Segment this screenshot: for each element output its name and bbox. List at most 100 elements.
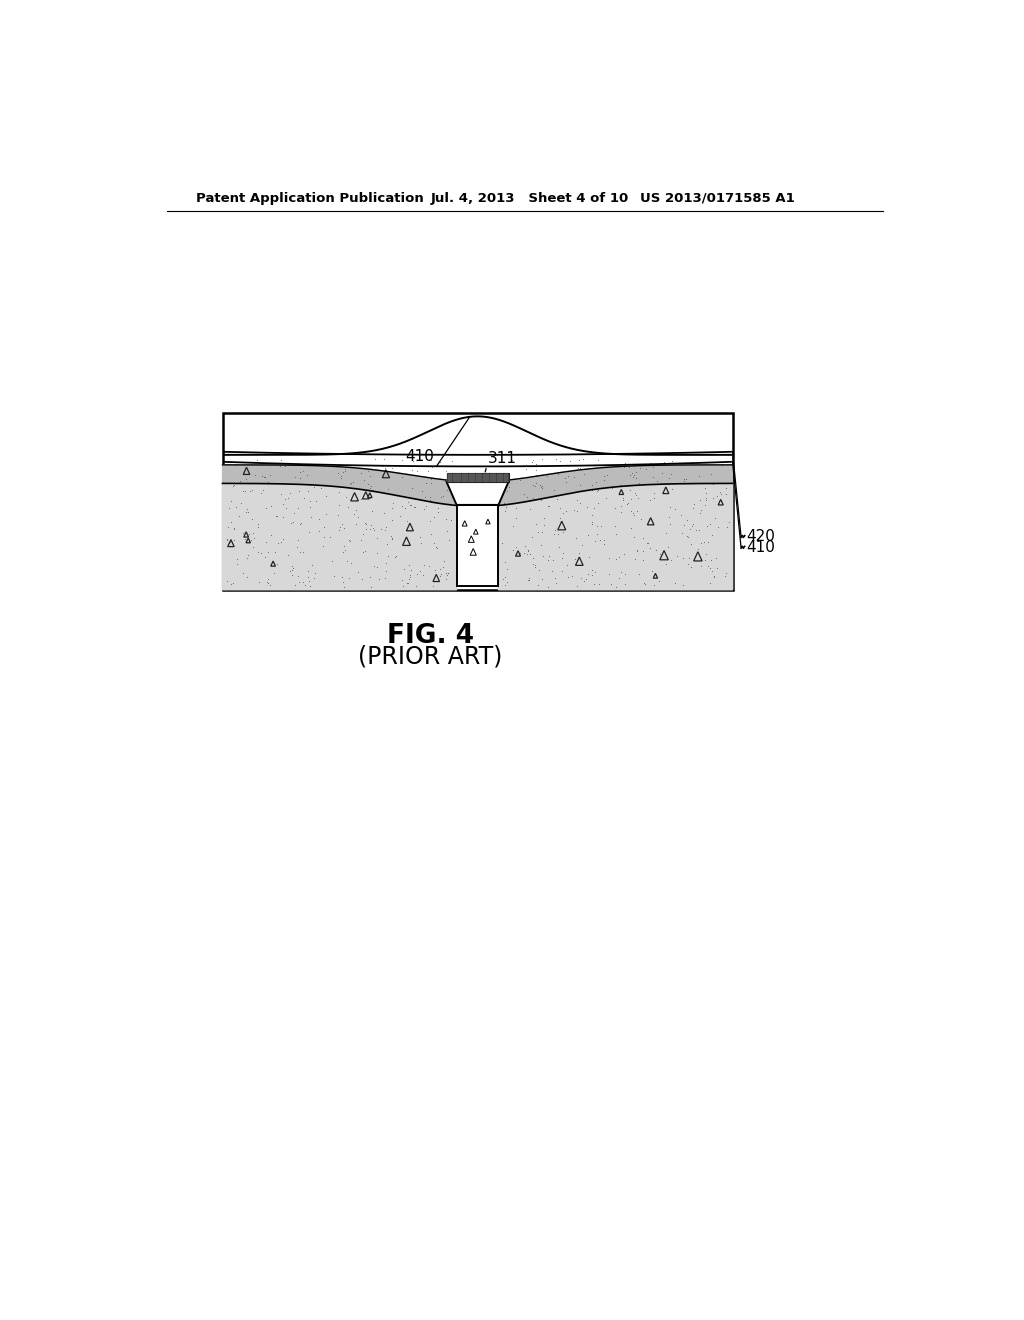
Point (703, 549, 720, 570)
Point (587, 531, 603, 552)
Point (663, 549, 679, 570)
Point (341, 568, 357, 589)
Point (244, 508, 260, 529)
Point (585, 564, 601, 585)
Text: 410: 410 (406, 449, 434, 465)
Point (572, 568, 589, 589)
Point (438, 461, 455, 482)
Point (612, 502, 629, 523)
Text: 311: 311 (487, 451, 516, 466)
Point (272, 483, 289, 504)
Point (357, 513, 374, 535)
Point (402, 560, 419, 581)
Point (547, 520, 563, 541)
Point (516, 483, 532, 504)
Point (422, 486, 438, 507)
Point (292, 513, 308, 535)
Point (400, 491, 417, 512)
Point (391, 454, 408, 475)
Point (409, 461, 425, 482)
Point (508, 507, 524, 528)
Point (399, 511, 416, 532)
Point (349, 562, 366, 583)
Point (301, 496, 317, 517)
Point (269, 473, 286, 494)
Point (239, 498, 255, 519)
Point (646, 574, 663, 595)
Point (524, 553, 541, 574)
Point (349, 506, 366, 527)
Point (402, 495, 419, 516)
Point (334, 513, 350, 535)
Point (293, 512, 309, 533)
Point (569, 576, 586, 597)
Point (596, 529, 612, 550)
Point (528, 459, 545, 480)
Polygon shape (499, 483, 732, 590)
Point (662, 513, 678, 535)
Point (303, 554, 319, 576)
Point (245, 523, 261, 544)
Point (373, 519, 389, 540)
Point (682, 556, 698, 577)
Point (679, 525, 695, 546)
Point (648, 470, 665, 491)
Point (221, 498, 238, 519)
Point (498, 566, 514, 587)
Point (701, 573, 718, 594)
Point (616, 453, 633, 474)
Point (417, 487, 433, 508)
Point (641, 537, 657, 558)
Point (412, 527, 428, 548)
Point (258, 498, 274, 519)
Point (352, 462, 369, 483)
Point (306, 562, 323, 583)
Point (338, 487, 354, 508)
Point (344, 471, 360, 492)
Point (622, 479, 638, 500)
Point (674, 523, 690, 544)
Point (317, 486, 334, 507)
Point (581, 546, 597, 568)
Point (243, 529, 259, 550)
Point (544, 486, 560, 507)
Point (402, 565, 419, 586)
Point (620, 474, 636, 495)
Point (369, 528, 385, 549)
Point (423, 524, 439, 545)
Point (412, 561, 428, 582)
Point (336, 461, 352, 482)
Point (530, 574, 547, 595)
Point (679, 553, 695, 574)
Point (331, 520, 347, 541)
Point (341, 529, 357, 550)
Point (540, 495, 556, 516)
Point (532, 477, 549, 498)
Point (589, 523, 605, 544)
Point (645, 488, 662, 510)
Point (696, 532, 713, 553)
Point (703, 561, 720, 582)
Point (385, 492, 401, 513)
Polygon shape (499, 465, 732, 590)
Point (557, 467, 573, 488)
Point (614, 487, 631, 508)
Point (682, 519, 698, 540)
Point (394, 576, 411, 597)
Point (636, 572, 652, 593)
Point (629, 484, 645, 506)
Point (706, 473, 722, 494)
Point (303, 507, 319, 528)
Point (545, 549, 561, 570)
Point (292, 541, 308, 562)
Point (254, 466, 270, 487)
Point (615, 543, 632, 564)
Point (691, 465, 708, 486)
Point (497, 500, 513, 521)
Point (362, 519, 379, 540)
Point (268, 506, 285, 527)
Point (335, 572, 351, 593)
Point (667, 573, 683, 594)
Point (644, 561, 660, 582)
Point (361, 478, 378, 499)
